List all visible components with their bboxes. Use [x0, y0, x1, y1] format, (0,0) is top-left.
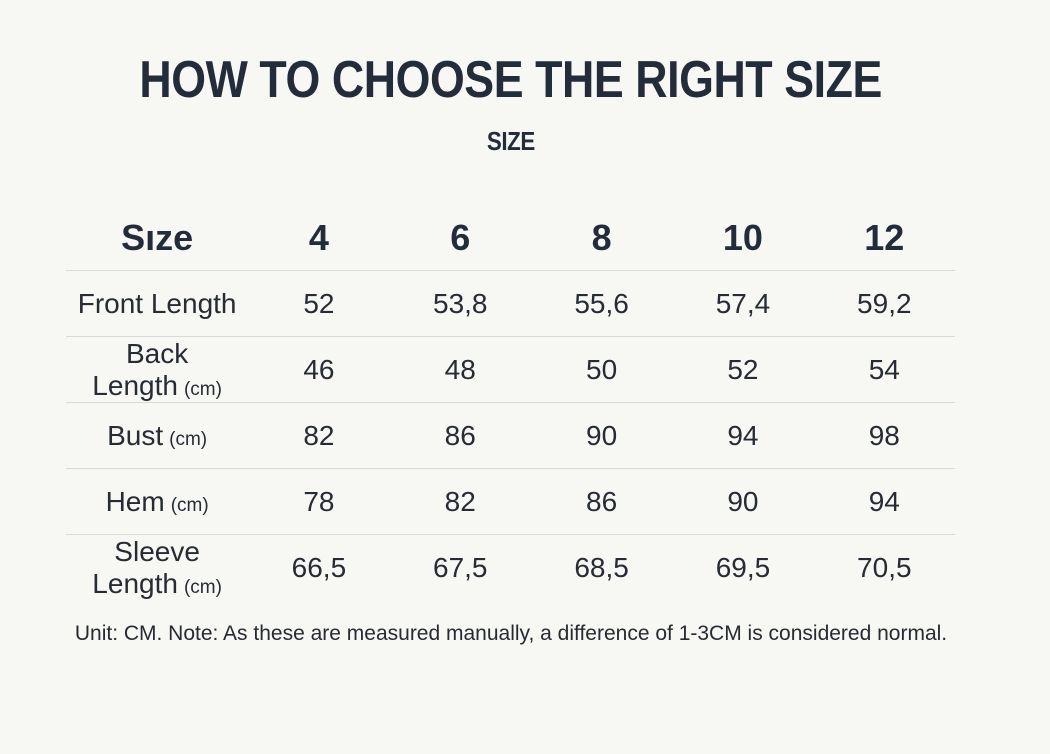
- measurement-value-cell: 86: [530, 468, 673, 535]
- page-subtitle-text: SIZE: [486, 126, 535, 156]
- table-row: Sleeve Length (cm) 66,5 67,5 68,5 69,5 70,5: [66, 534, 955, 600]
- column-header: 12: [864, 217, 905, 258]
- measurement-value-cell: 98: [813, 402, 955, 469]
- measurement-value-cell: 57,4: [672, 270, 814, 337]
- measurement-value-cell: 94: [672, 402, 814, 469]
- column-header: Sıze: [121, 217, 194, 258]
- row-label-text: Sleeve Length: [92, 535, 200, 599]
- measurement-value-cell: 53,8: [389, 270, 531, 337]
- measurement-value-cell: 55,6: [530, 270, 673, 337]
- measurement-value-cell: 54: [813, 336, 955, 403]
- size-table-header-row: Sıze 4 6 8 10 12: [66, 206, 955, 271]
- measurement-value-cell: 90: [530, 402, 673, 469]
- row-unit-label: (cm): [183, 378, 222, 400]
- row-unit-label: (cm): [170, 494, 209, 516]
- measurement-value-cell: 66,5: [248, 534, 390, 600]
- row-label: Sleeve Length (cm): [66, 534, 249, 600]
- table-row: Hem (cm) 78 82 86 90 94: [66, 468, 955, 535]
- column-header: 6: [450, 217, 471, 258]
- measurement-value-cell: 78: [248, 468, 390, 535]
- measurement-value-cell: 59,2: [813, 270, 955, 337]
- size-table-wrap: Sıze 4 6 8 10 12 Front Length 52 53,8 55,6 57,4 59…: [66, 206, 955, 600]
- row-unit-label: (cm): [183, 576, 222, 598]
- measurement-value-cell: 52: [248, 270, 390, 337]
- measurement-value-cell: 67,5: [389, 534, 531, 600]
- row-label-text: Back Length: [92, 337, 189, 401]
- measurement-value-cell: 82: [389, 468, 531, 535]
- measurement-note: Unit: CM. Note: As these are measured ma…: [74, 622, 948, 645]
- page-title: HOW TO CHOOSE THE RIGHT SIZE: [0, 54, 1022, 106]
- page-title-text: HOW TO CHOOSE THE RIGHT SIZE: [139, 51, 883, 109]
- measurement-value-cell: 69,5: [672, 534, 814, 600]
- measurement-value-cell: 70,5: [813, 534, 955, 600]
- row-label: Back Length (cm): [66, 336, 249, 403]
- row-unit-label: (cm): [169, 428, 208, 450]
- measurement-value-cell: 86: [389, 402, 531, 469]
- column-header: 10: [722, 217, 763, 258]
- measurement-value-cell: 46: [248, 336, 390, 403]
- size-guide-page: HOW TO CHOOSE THE RIGHT SIZE SIZE Sıze 4 6…: [0, 54, 1022, 646]
- measurement-value-cell: 52: [672, 336, 814, 403]
- column-header: 4: [308, 217, 329, 258]
- size-table: Sıze 4 6 8 10 12 Front Length 52 53,8 55,6 57,4 59…: [66, 206, 955, 600]
- row-label-text: Bust: [107, 419, 164, 451]
- row-label: Front Length: [66, 270, 249, 337]
- measurement-value-cell: 68,5: [530, 534, 673, 600]
- row-label: Bust (cm): [66, 402, 249, 469]
- table-row: Bust (cm) 82 86 90 94 98: [66, 402, 955, 469]
- row-label: Hem (cm): [66, 468, 249, 535]
- row-label-text: Hem: [105, 485, 165, 517]
- measurement-value-cell: 48: [389, 336, 531, 403]
- size-table-body: Front Length 52 53,8 55,6 57,4 59,2 Back Lengt…: [66, 270, 955, 600]
- measurement-value-cell: 94: [813, 468, 955, 535]
- measurement-value-cell: 50: [530, 336, 673, 403]
- column-header: 8: [591, 217, 612, 258]
- page-subtitle: SIZE: [0, 128, 1022, 154]
- table-row: Back Length (cm) 46 48 50 52 54: [66, 336, 955, 403]
- measurement-value-cell: 82: [248, 402, 390, 469]
- measurement-value-cell: 90: [672, 468, 814, 535]
- table-row: Front Length 52 53,8 55,6 57,4 59,2: [66, 270, 955, 337]
- row-label-text: Front Length: [77, 287, 237, 319]
